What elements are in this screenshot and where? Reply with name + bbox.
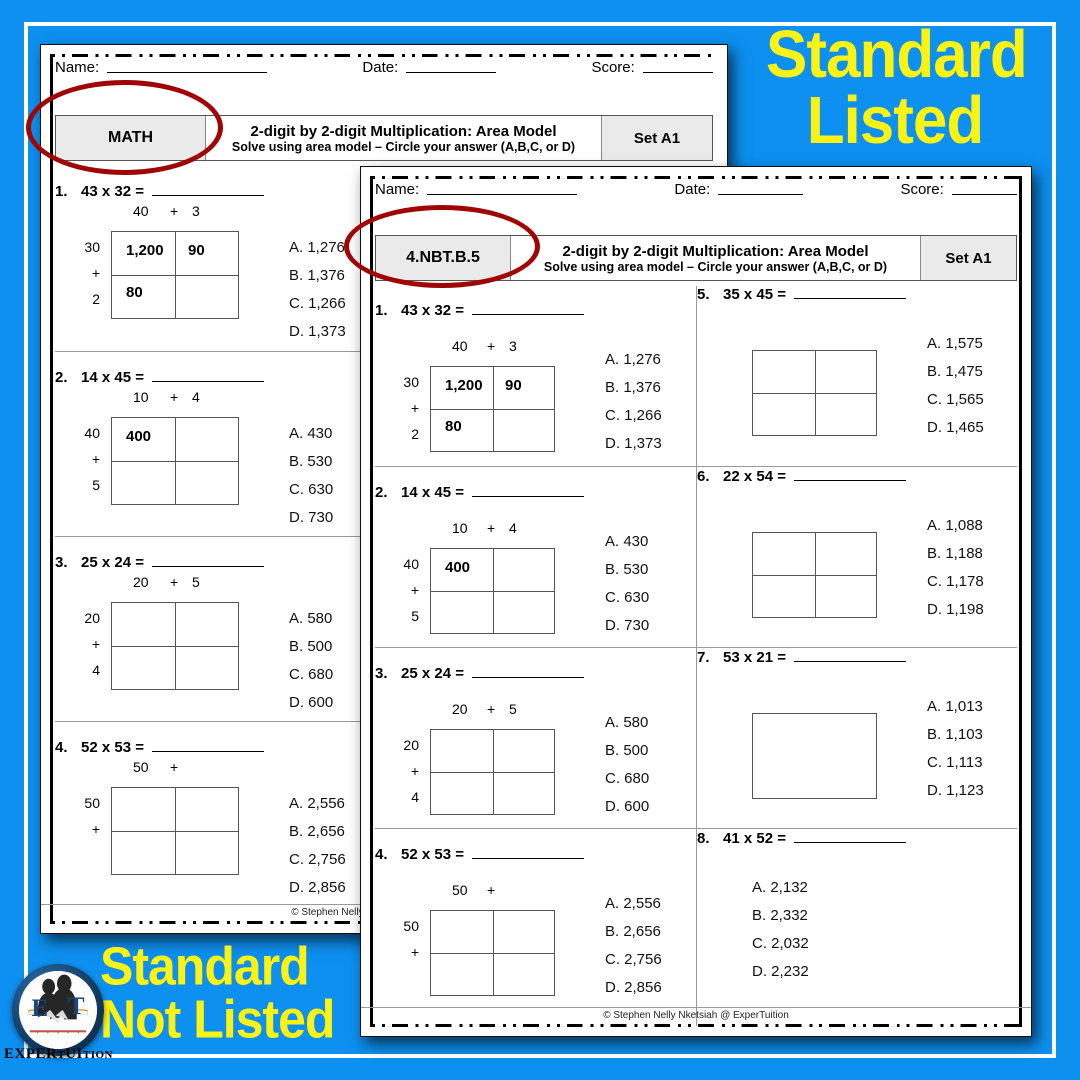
svg-text:T: T — [68, 993, 85, 1020]
svg-text:E: E — [31, 995, 48, 1022]
